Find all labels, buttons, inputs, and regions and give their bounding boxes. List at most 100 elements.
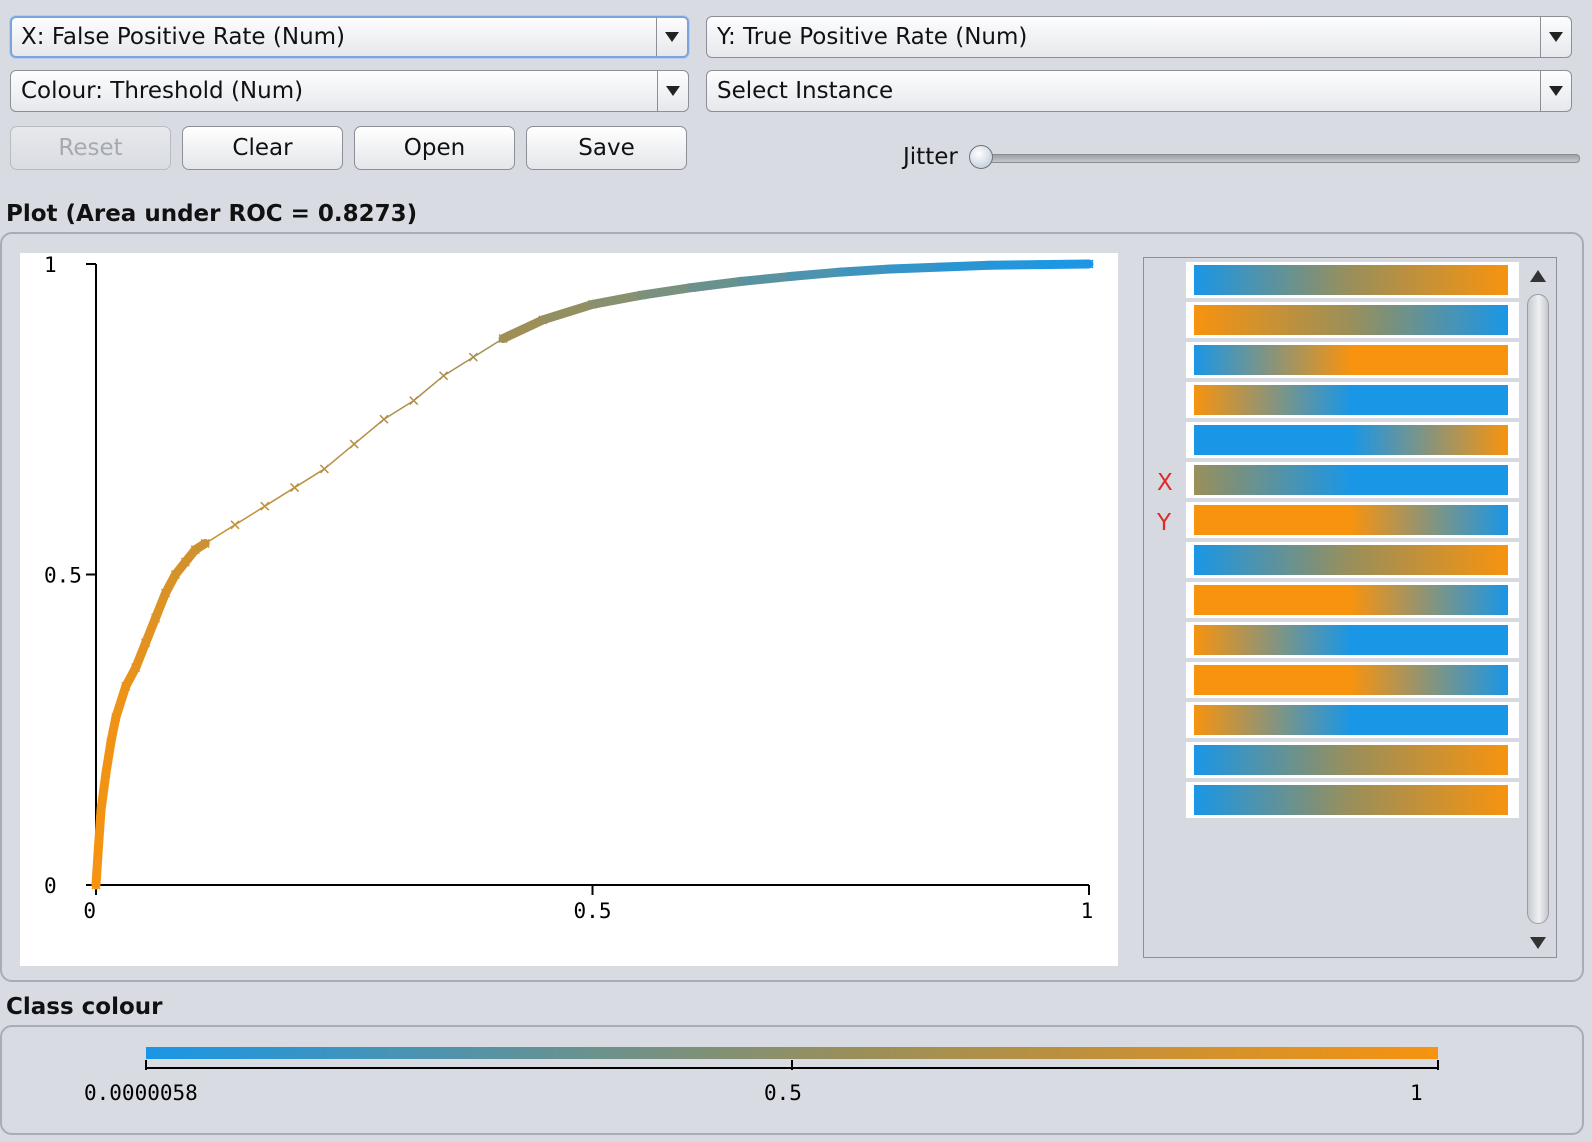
attribute-strip[interactable] xyxy=(1186,742,1519,778)
roc-chart: 0 0 0.5 0.5 1 1 xyxy=(44,253,1094,923)
roc-point xyxy=(885,264,895,274)
attribute-strip[interactable] xyxy=(1186,542,1519,578)
colour-legend-axis xyxy=(145,1060,1439,1070)
roc-point xyxy=(498,333,508,344)
roc-segment xyxy=(91,849,103,890)
attribute-strip[interactable] xyxy=(1186,382,1519,418)
attribute-strip[interactable] xyxy=(1186,662,1519,698)
roc-point xyxy=(93,849,103,859)
attribute-strip-bar xyxy=(1194,305,1508,335)
save-button[interactable]: Save xyxy=(526,126,687,170)
instance-select[interactable]: Select Instance xyxy=(706,70,1572,112)
roc-segment xyxy=(736,271,796,286)
attribute-strip[interactable] xyxy=(1186,462,1519,498)
roc-segment xyxy=(96,768,111,815)
roc-point xyxy=(349,439,359,449)
attribute-strip-bar xyxy=(1194,385,1508,415)
roc-segment xyxy=(637,283,697,300)
attribute-strip-bar xyxy=(1194,505,1508,535)
attribute-strip[interactable] xyxy=(1186,342,1519,378)
roc-segment xyxy=(985,260,1044,270)
x-axis-select[interactable]: X: False Positive Rate (Num) xyxy=(10,16,689,58)
roc-segment xyxy=(264,486,296,507)
legend-min-label: 0.0000058 xyxy=(84,1081,198,1105)
chevron-down-icon[interactable] xyxy=(656,18,687,56)
attribute-strip[interactable] xyxy=(1186,782,1519,818)
roc-segment xyxy=(836,264,895,277)
roc-point xyxy=(935,262,945,272)
roc-segment xyxy=(1034,259,1094,270)
roc-point xyxy=(836,267,846,277)
open-button[interactable]: Open xyxy=(354,126,515,170)
scrollbar-thumb[interactable] xyxy=(1527,294,1549,924)
roc-point xyxy=(587,299,598,309)
roc-segment xyxy=(383,399,415,420)
roc-segment xyxy=(935,260,995,272)
roc-point xyxy=(131,663,141,673)
scroll-down-icon[interactable] xyxy=(1530,937,1546,949)
chevron-down-icon[interactable] xyxy=(1540,71,1571,111)
attribute-strip[interactable] xyxy=(1186,582,1519,618)
roc-point xyxy=(151,613,161,623)
attribute-strip[interactable] xyxy=(1186,622,1519,658)
roc-segment xyxy=(101,737,116,778)
roc-point xyxy=(379,414,389,424)
clear-button[interactable]: Clear xyxy=(182,126,343,170)
roc-segment xyxy=(111,681,131,722)
roc-segment xyxy=(353,418,385,445)
x-attribute-marker: X xyxy=(1157,470,1173,496)
plot-area[interactable]: 0 0 0.5 0.5 1 1 xyxy=(20,253,1118,966)
attribute-strip[interactable] xyxy=(1186,502,1519,538)
roc-point xyxy=(786,271,796,281)
roc-point xyxy=(111,712,121,722)
attribute-strip[interactable] xyxy=(1186,702,1519,738)
attribute-strip[interactable] xyxy=(1186,302,1519,338)
x-axis-select-value: X: False Positive Rate (Num) xyxy=(21,24,346,50)
chevron-down-icon[interactable] xyxy=(1540,17,1571,57)
roc-segment xyxy=(234,505,266,526)
jitter-slider-knob[interactable] xyxy=(969,145,993,169)
attribute-strip-bar xyxy=(1194,745,1508,775)
roc-segment xyxy=(323,443,355,470)
roc-point xyxy=(106,737,116,747)
chevron-down-icon[interactable] xyxy=(657,71,688,111)
roc-segment xyxy=(204,524,236,545)
attribute-strip-bar xyxy=(1194,465,1508,495)
jitter-slider-track[interactable] xyxy=(978,154,1580,163)
roc-point xyxy=(190,545,200,555)
roc-point xyxy=(200,538,210,548)
colour-select[interactable]: Colour: Threshold (Num) xyxy=(10,70,689,112)
jitter-label: Jitter xyxy=(903,144,958,170)
roc-segment xyxy=(442,356,475,377)
attribute-strip[interactable] xyxy=(1186,422,1519,458)
scroll-up-icon[interactable] xyxy=(1530,270,1546,282)
attribute-strip[interactable] xyxy=(1186,262,1519,298)
roc-segment xyxy=(293,468,326,489)
roc-segment xyxy=(786,267,846,281)
roc-point xyxy=(101,768,111,778)
roc-point xyxy=(260,501,270,511)
roc-segment xyxy=(498,315,548,344)
roc-point xyxy=(141,638,151,648)
attribute-strip-bar xyxy=(1194,625,1508,655)
y-axis-select[interactable]: Y: True Positive Rate (Num) xyxy=(706,16,1572,58)
roc-point xyxy=(160,588,171,598)
roc-segment xyxy=(885,262,945,274)
attribute-strip-bar xyxy=(1194,665,1508,695)
roc-point xyxy=(439,371,449,381)
colour-legend-bar xyxy=(146,1047,1438,1059)
attribute-strip-bar xyxy=(1194,585,1508,615)
roc-point xyxy=(96,805,106,816)
attribute-strip-bar xyxy=(1194,425,1508,455)
roc-point xyxy=(170,569,180,580)
roc-segment xyxy=(687,276,746,293)
reset-button[interactable]: Reset xyxy=(10,126,171,170)
roc-point xyxy=(1084,259,1094,269)
roc-point xyxy=(319,464,329,474)
plot-title: Plot (Area under ROC = 0.8273) xyxy=(6,201,418,227)
roc-point xyxy=(121,681,131,691)
roc-point xyxy=(637,290,647,300)
legend-max-label: 1 xyxy=(1410,1081,1423,1105)
class-colour-title: Class colour xyxy=(6,994,163,1020)
class-colour-panel xyxy=(0,1025,1584,1135)
